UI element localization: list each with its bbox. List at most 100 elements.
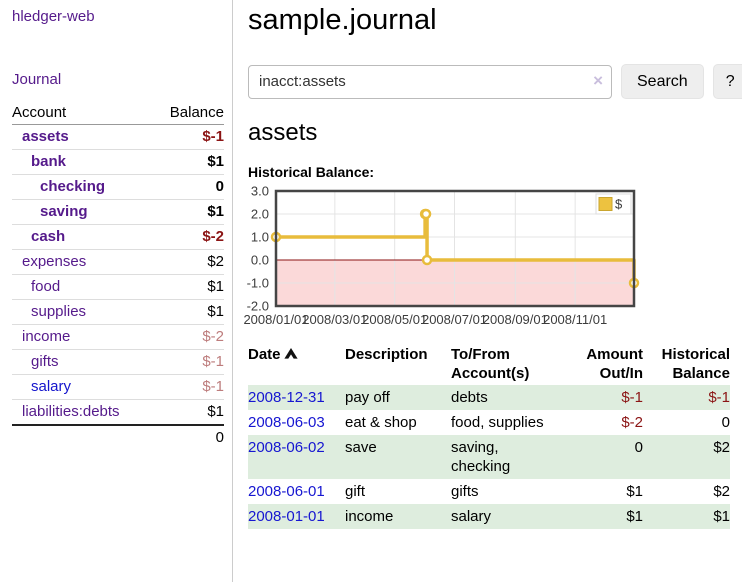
account-link[interactable]: gifts [31,353,59,370]
search-button[interactable]: Search [621,64,704,99]
svg-text:2.0: 2.0 [251,207,269,222]
account-row: liabilities:debts $1 [12,399,224,425]
account-row: income $-2 [12,324,224,350]
transaction-amount: 0 [568,435,643,479]
app-title-link[interactable]: hledger-web [12,8,95,25]
transaction-balance: $1 [643,504,730,529]
search-box: × [248,64,612,99]
svg-text:2008/01/01: 2008/01/01 [243,312,308,327]
account-row: saving $1 [12,199,224,225]
transaction-accounts: saving, checking [451,435,568,479]
transaction-balance: $-1 [643,385,730,410]
transaction-amount: $-2 [621,414,643,431]
account-link[interactable]: cash [31,228,66,245]
register-header-balance: Historical Balance [661,346,730,382]
register-row: 2008-06-02 save saving, checking 0 $2 [248,435,730,479]
transaction-balance: $2 [713,483,730,500]
account-balance: $1 [152,149,224,175]
transaction-accounts: food, supplies [451,414,544,431]
transaction-balance: 0 [721,414,730,431]
legend-swatch [598,197,613,211]
svg-text:1.0: 1.0 [251,230,269,245]
account-row: food $1 [12,274,224,300]
transaction-date-link[interactable]: 2008-01-01 [248,508,325,525]
page-title: sample.journal [248,4,437,36]
svg-text:2008/03/01: 2008/03/01 [302,312,367,327]
register-header-date-label: Date [248,346,281,363]
account-link[interactable]: income [22,328,71,345]
account-link[interactable]: assets [22,128,69,145]
accounts-header-account: Account [12,101,153,125]
account-balance: $-2 [152,224,224,250]
clear-search-icon[interactable]: × [593,70,603,90]
account-balance: 0 [152,174,224,200]
accounts-total-spacer [12,424,153,450]
account-heading: assets [248,119,318,146]
svg-text:3.0: 3.0 [251,185,269,199]
account-link[interactable]: saving [40,203,88,220]
transaction-description: save [345,435,451,479]
svg-text:2008/09/01: 2008/09/01 [483,312,548,327]
account-balance: $1 [152,399,224,425]
account-balance: $-2 [152,324,224,350]
svg-text:0.0: 0.0 [251,253,269,268]
register-header-amount: Amount Out/In [586,346,643,382]
search-bar: × Search ? [248,64,742,99]
svg-text:-2.0: -2.0 [247,299,269,314]
accounts-total-row: 0 [12,424,224,450]
register-table: Date Description To/From Account(s) Amou… [248,343,730,529]
register-row: 2008-06-01 gift gifts $1 $2 [248,479,730,504]
main-content: sample.journal × Search ? assets Histori… [234,0,742,582]
transaction-amount: $1 [568,504,643,529]
account-link[interactable]: expenses [22,253,87,270]
register-header-description: Description [345,346,428,363]
register-header-accounts: To/From Account(s) [451,346,530,382]
transaction-amount: $-1 [568,385,643,410]
account-row: supplies $1 [12,299,224,325]
account-link[interactable]: salary [31,378,72,395]
account-row: expenses $2 [12,249,224,275]
transaction-balance: $2 [643,435,730,479]
account-row: salary $-1 [12,374,224,400]
transaction-description: income [345,504,451,529]
legend-label: $ [615,197,623,212]
transaction-date-link[interactable]: 2008-12-31 [248,389,325,406]
register-header-row: Date Description To/From Account(s) Amou… [248,343,730,385]
accounts-header-balance: Balance [152,101,224,125]
register-row: 2008-01-01 income salary $1 $1 [248,504,730,529]
account-link[interactable]: bank [31,153,67,170]
transaction-date-link[interactable]: 2008-06-03 [248,414,325,431]
transaction-description: eat & shop [345,414,417,431]
account-link[interactable]: liabilities:debts [22,403,120,420]
sidebar-item-journal[interactable]: Journal [12,71,62,88]
account-row: cash $-2 [12,224,224,250]
svg-text:2008/07/01: 2008/07/01 [422,312,487,327]
svg-text:2008/05/01: 2008/05/01 [362,312,427,327]
sidebar: hledger-web Journal Account Balance asse… [0,0,233,582]
account-balance: $1 [152,299,224,325]
account-link[interactable]: food [31,278,61,295]
transaction-date-link[interactable]: 2008-06-01 [248,483,325,500]
register-header-date[interactable]: Date [248,343,345,385]
chart-title: Historical Balance: [248,164,375,180]
help-button[interactable]: ? [712,64,742,99]
account-row: gifts $-1 [12,349,224,375]
transaction-accounts: gifts [451,483,479,500]
transaction-date-link[interactable]: 2008-06-02 [248,439,325,456]
search-input[interactable] [248,64,612,99]
account-link[interactable]: checking [40,178,106,195]
accounts-total-value: 0 [152,424,224,450]
chart-svg: 3.0 2.0 1.0 0.0 -1.0 -2.02008/01/012008/03/01… [243,185,640,327]
register-row: 2008-12-31 pay off debts $-1 $-1 [248,385,730,410]
account-link[interactable]: supplies [31,303,87,320]
accounts-header-row: Account Balance [12,101,224,125]
account-balance: $1 [152,274,224,300]
account-balance: $2 [152,249,224,275]
historical-balance-chart[interactable]: 3.0 2.0 1.0 0.0 -1.0 -2.0 2008/01/01 2008/03/01… [243,185,736,335]
account-balance: $-1 [152,374,224,400]
account-balance: $1 [152,199,224,225]
account-balance: $-1 [202,128,224,145]
transaction-description: gift [345,483,366,500]
account-balance: $-1 [152,349,224,375]
